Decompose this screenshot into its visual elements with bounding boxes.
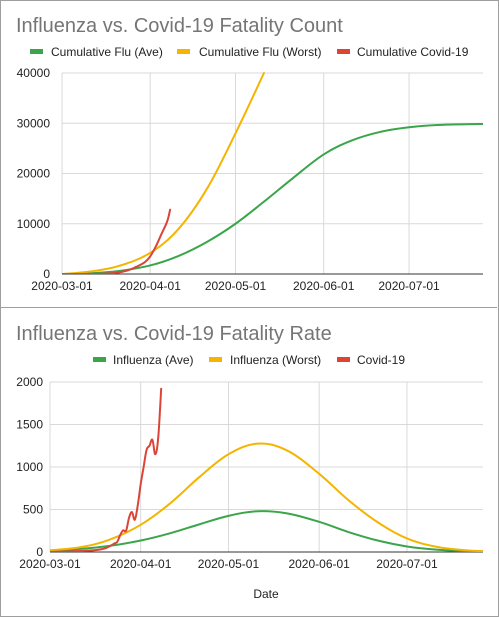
series-line xyxy=(50,389,161,552)
x-tick-label: 2020-05-01 xyxy=(205,279,267,293)
x-tick-label: 2020-07-01 xyxy=(376,557,438,571)
y-tick-label: 2000 xyxy=(16,375,43,389)
legend-label: Cumulative Covid-19 xyxy=(357,45,469,59)
legend-label: Cumulative Flu (Worst) xyxy=(199,45,321,59)
legend-swatch xyxy=(93,357,106,362)
x-tick-label: 2020-04-01 xyxy=(119,279,181,293)
x-tick-label: 2020-05-01 xyxy=(198,557,260,571)
y-tick-label: 40000 xyxy=(17,66,51,80)
x-tick-label: 2020-06-01 xyxy=(293,279,355,293)
y-tick-label: 1000 xyxy=(16,460,43,474)
legend: Influenza (Ave) Influenza (Worst) Covid-… xyxy=(93,353,405,367)
chart-title: Influenza vs. Covid-19 Fatality Count xyxy=(16,15,343,37)
legend-label: Influenza (Ave) xyxy=(113,353,194,367)
y-tick-label: 10000 xyxy=(17,217,51,231)
legend-swatch xyxy=(337,49,350,54)
x-tick-label: 2020-04-01 xyxy=(110,557,172,571)
legend: Cumulative Flu (Ave) Cumulative Flu (Wor… xyxy=(30,45,469,59)
legend-label: Influenza (Worst) xyxy=(230,353,321,367)
legend-swatch xyxy=(209,357,222,362)
chart-title: Influenza vs. Covid-19 Fatality Rate xyxy=(16,323,332,345)
legend-label: Cumulative Flu (Ave) xyxy=(51,45,163,59)
chart-fatality-count: Influenza vs. Covid-19 Fatality Count Cu… xyxy=(16,15,483,293)
series-line xyxy=(50,511,483,551)
x-axis-label: Date xyxy=(253,587,279,601)
legend-swatch xyxy=(30,49,43,54)
legend-swatch xyxy=(177,49,190,54)
x-tick-label: 2020-03-01 xyxy=(31,279,93,293)
y-tick-label: 500 xyxy=(23,503,43,517)
legend-label: Covid-19 xyxy=(357,353,405,367)
x-tick-label: 2020-07-01 xyxy=(378,279,440,293)
chart-fatality-rate: Influenza vs. Covid-19 Fatality Rate Inf… xyxy=(16,323,483,601)
y-tick-label: 30000 xyxy=(17,116,51,130)
y-tick-label: 1500 xyxy=(16,418,43,432)
series-line xyxy=(50,444,483,552)
y-tick-label: 20000 xyxy=(17,167,51,181)
x-tick-label: 2020-03-01 xyxy=(19,557,81,571)
series-line xyxy=(62,124,483,274)
legend-swatch xyxy=(337,357,350,362)
x-tick-label: 2020-06-01 xyxy=(288,557,350,571)
